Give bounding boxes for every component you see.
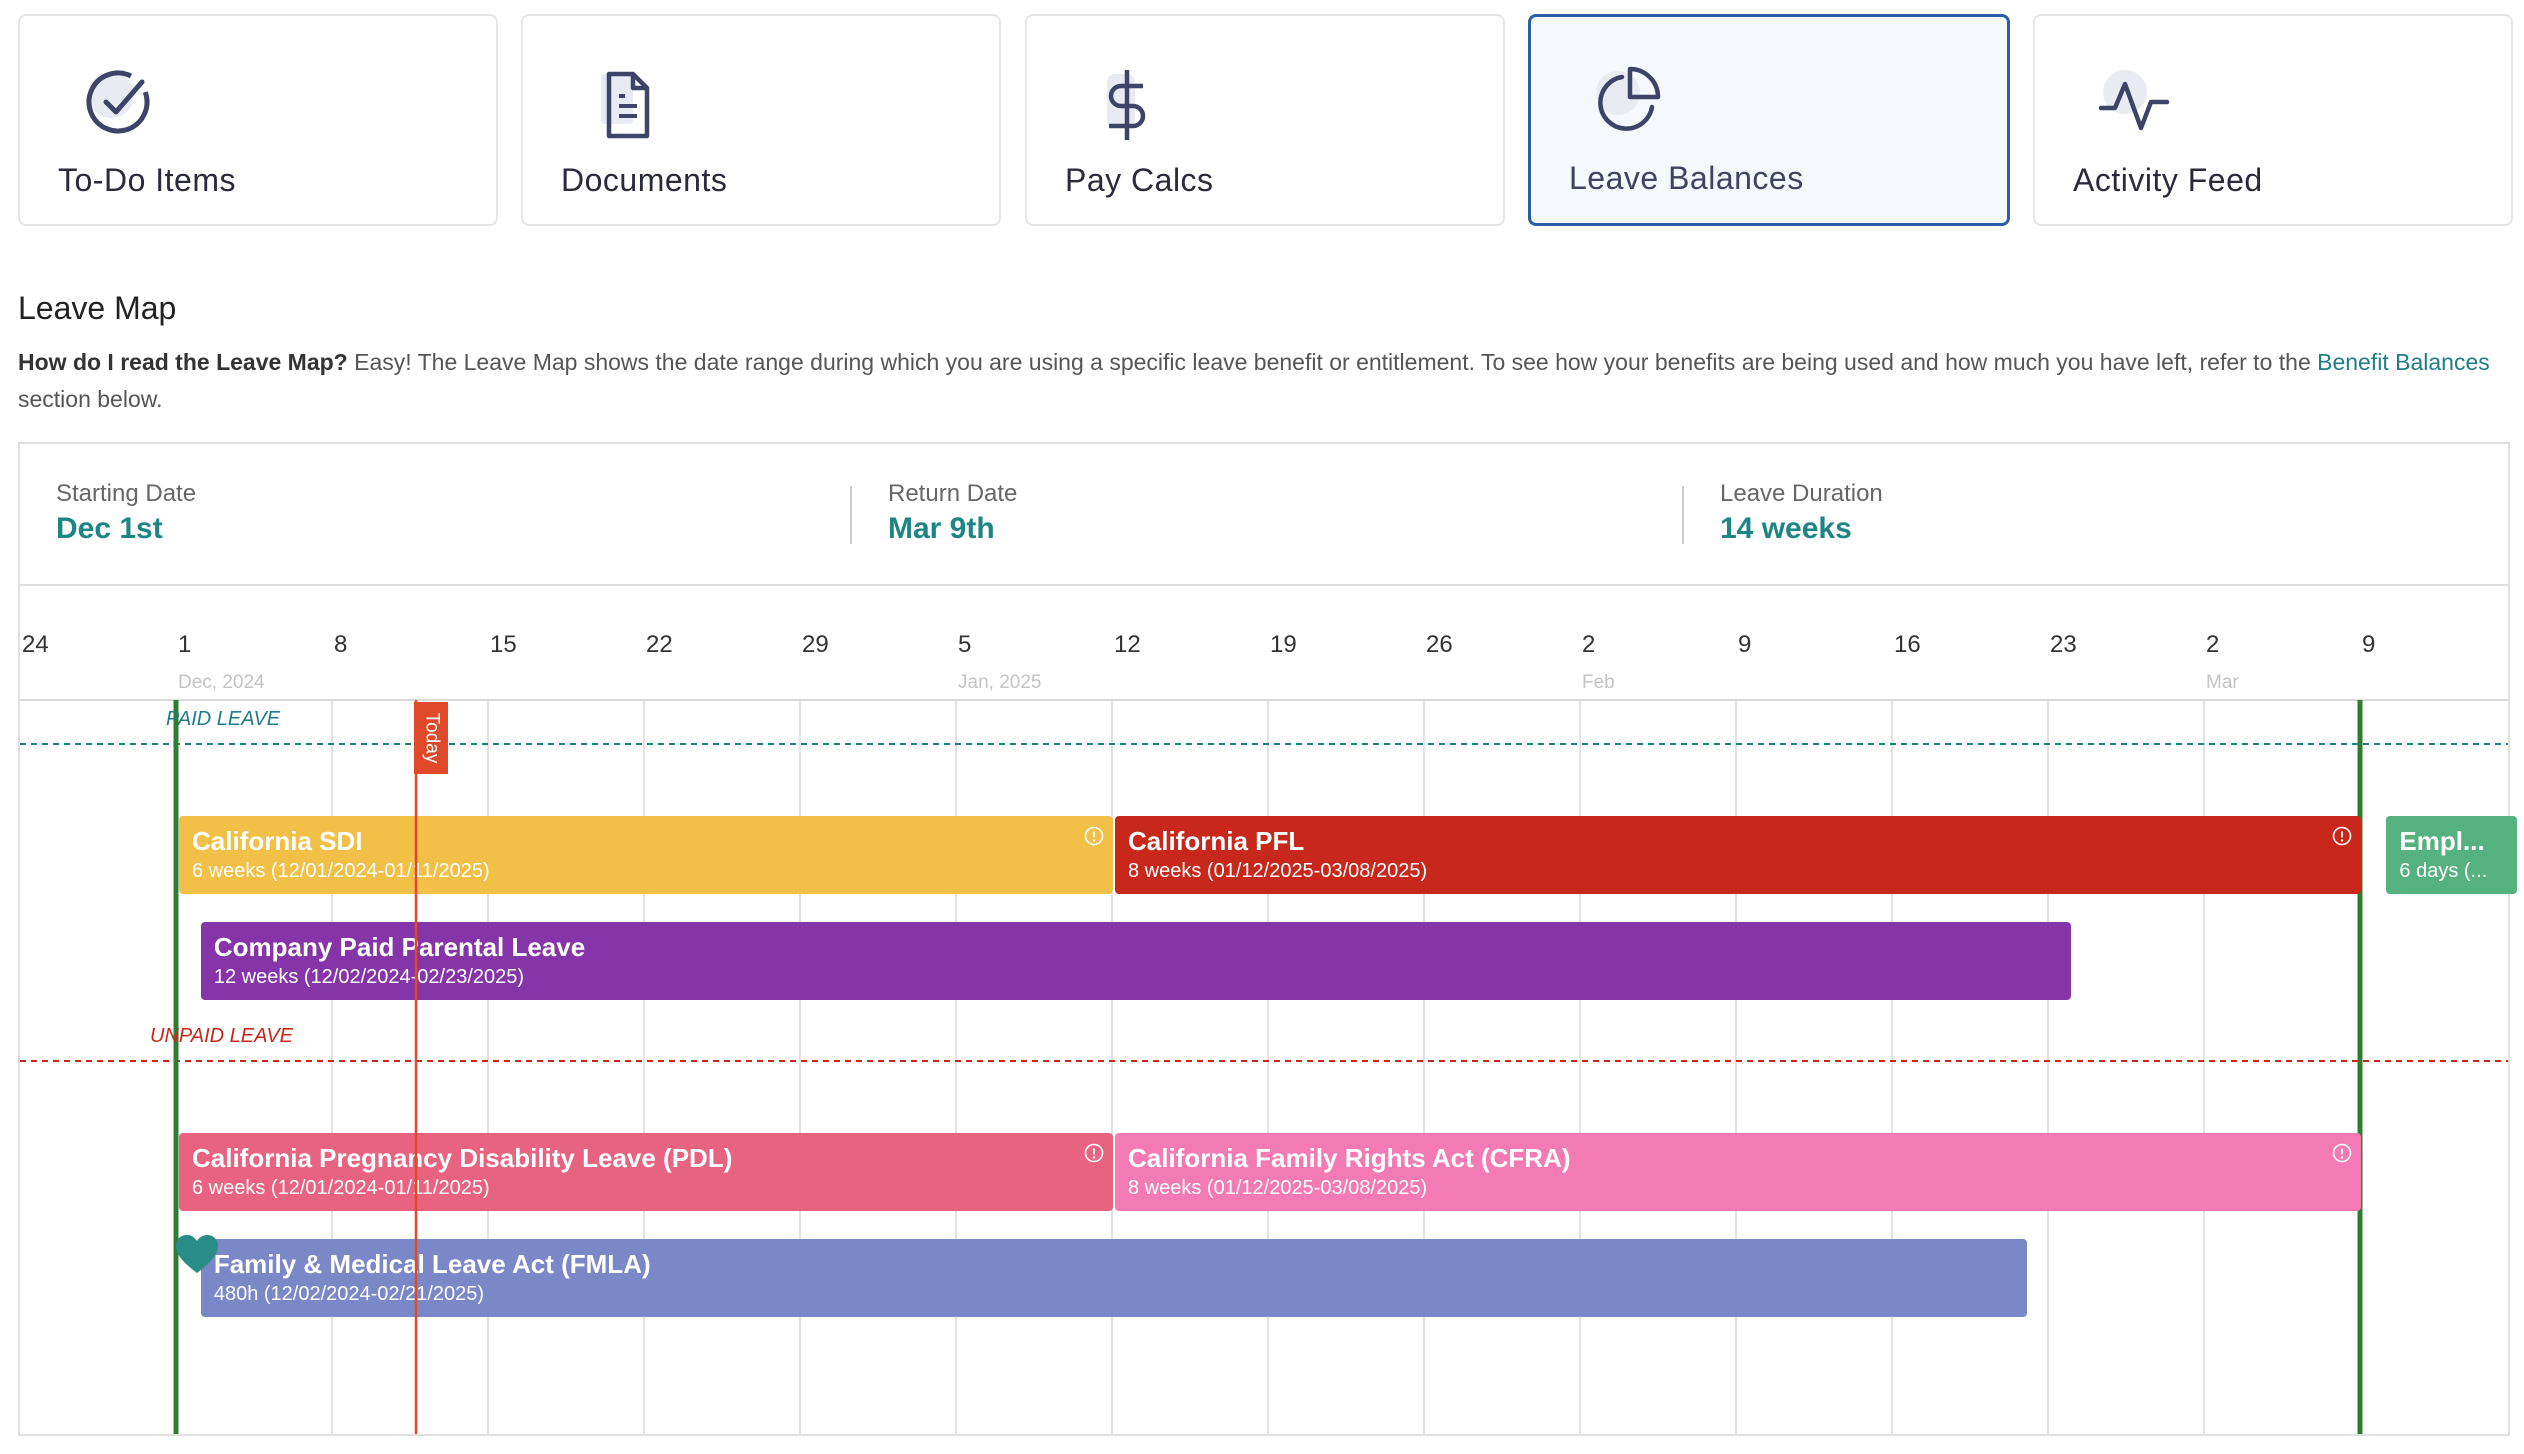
leave-bar[interactable]: California Family Rights Act (CFRA) 8 wee… <box>1115 1133 2361 1211</box>
month-label: Mar <box>2206 672 2239 693</box>
leave-bar[interactable]: Family & Medical Leave Act (FMLA) 480h (1… <box>200 1239 2028 1317</box>
leave-bar-title: California PFL <box>1128 826 1305 856</box>
leave-bar-dates: 480h (12/02/2024-02/21/2025) <box>213 1283 485 1305</box>
intro-text: Easy! The Leave Map shows the date range… <box>347 349 2318 375</box>
starting-date-value: Dec 1st <box>56 512 163 545</box>
info-icon[interactable] <box>1083 825 1105 847</box>
unpaid-leave-label: UNPAID LEAVE <box>150 1025 294 1047</box>
starting-date: Starting Date Dec 1st <box>56 480 196 546</box>
week-label: 16 <box>1894 631 1921 658</box>
week-label: 2 <box>1582 631 1595 658</box>
leave-bar-dates: 12 weeks (12/02/2024-02/23/2025) <box>213 966 525 988</box>
leave-bar[interactable]: Company Paid Parental Leave 12 weeks (12/… <box>200 922 2071 1000</box>
paid-leave-label: PAID LEAVE <box>166 708 281 730</box>
week-label: 23 <box>2050 631 2077 658</box>
intro-tail: section below. <box>18 386 163 412</box>
leave-bar[interactable]: Empl... 6 days (... <box>2386 816 2517 894</box>
tab-label: Pay Calcs <box>1065 162 1214 198</box>
heart-icon <box>176 1235 218 1273</box>
info-icon[interactable] <box>2331 1142 2353 1164</box>
tab-label: To-Do Items <box>58 162 236 198</box>
week-label: 2 <box>2206 631 2219 658</box>
leave-duration-label: Leave Duration <box>1720 480 1883 507</box>
today-marker: Today <box>414 702 448 774</box>
dollar-icon <box>1107 70 1146 140</box>
week-label: 5 <box>958 631 971 658</box>
leave-bar-title: California Family Rights Act (CFRA) <box>1128 1143 1571 1173</box>
activity-icon <box>2098 70 2170 131</box>
leave-bar-title: Family & Medical Leave Act (FMLA) <box>213 1249 651 1279</box>
section-title: Leave Map <box>18 290 177 326</box>
month-label: Jan, 2025 <box>958 672 1041 693</box>
tab-pay-calcs[interactable]: Pay Calcs <box>1025 14 1505 226</box>
return-date: Return Date Mar 9th <box>888 480 1017 546</box>
tab-label: Documents <box>561 162 728 198</box>
week-label: 24 <box>22 631 49 658</box>
month-label: Feb <box>1582 672 1615 693</box>
week-label: 19 <box>1270 631 1297 658</box>
leave-bar[interactable]: California Pregnancy Disability Leave (P… <box>179 1133 1113 1211</box>
week-label: 15 <box>490 631 517 658</box>
leave-duration: Leave Duration 14 weeks <box>1720 480 1883 546</box>
return-date-label: Return Date <box>888 480 1018 507</box>
week-label: 9 <box>1738 631 1751 658</box>
leave-bar[interactable]: California PFL 8 weeks (01/12/2025-03/08/… <box>1115 816 2361 894</box>
leave-bar-title: Company Paid Parental Leave <box>213 932 586 962</box>
tab-activity-feed[interactable]: Activity Feed <box>2033 14 2513 226</box>
week-label: 12 <box>1114 631 1141 658</box>
intro-question: How do I read the Leave Map? <box>18 349 348 375</box>
starting-date-label: Starting Date <box>56 480 197 507</box>
return-date-value: Mar 9th <box>888 512 995 545</box>
tab-label: Leave Balances <box>1569 160 1804 196</box>
leave-bar-dates: 6 days (... <box>2399 860 2488 882</box>
month-label: Dec, 2024 <box>178 672 265 693</box>
summary-separator <box>1682 486 1684 544</box>
leave-map-intro: How do I read the Leave Map? Easy! The L… <box>18 344 2508 418</box>
pie-chart-icon <box>1596 66 1661 131</box>
leave-bar-dates: 6 weeks (12/01/2024-01/11/2025) <box>192 1177 490 1199</box>
week-label: 9 <box>2362 631 2375 658</box>
leave-bar-title: Empl... <box>2399 826 2485 856</box>
leave-bar[interactable]: California SDI 6 weeks (12/01/2024-01/11/… <box>179 816 1113 894</box>
info-icon[interactable] <box>2331 825 2353 847</box>
leave-bar-dates: 8 weeks (01/12/2025-03/08/2025) <box>1128 1177 1428 1199</box>
tab-label: Activity Feed <box>2073 162 2263 198</box>
week-label: 1 <box>178 631 191 658</box>
leave-bar-dates: 8 weeks (01/12/2025-03/08/2025) <box>1128 860 1428 882</box>
tab-leave-balances[interactable]: Leave Balances <box>1528 14 2010 226</box>
tab-documents[interactable]: Documents <box>521 14 1001 226</box>
info-icon[interactable] <box>1083 1142 1105 1164</box>
week-label: 22 <box>646 631 673 658</box>
timeline: 24 1 8 15 22 29 5 12 19 26 2 9 16 23 2 9 Dec, 2024 Jan, 2… <box>20 444 2517 1434</box>
week-label: 8 <box>334 631 347 658</box>
today-label: Today <box>421 712 443 764</box>
benefit-balances-link[interactable]: Benefit Balances <box>2317 349 2490 375</box>
summary-divider <box>20 584 2508 586</box>
leave-duration-value: 14 weeks <box>1720 512 1852 545</box>
week-label: 29 <box>802 631 829 658</box>
summary-separator <box>850 486 852 544</box>
document-icon <box>601 71 650 139</box>
leave-bar-dates: 6 weeks (12/01/2024-01/11/2025) <box>192 860 490 882</box>
leave-map: Starting Date Dec 1st Return Date Mar 9t… <box>18 442 2517 1436</box>
week-label: 26 <box>1426 631 1453 658</box>
check-circle-icon <box>86 70 150 134</box>
leave-bar-title: California SDI <box>192 826 363 856</box>
leave-bar-title: California Pregnancy Disability Leave (P… <box>192 1143 733 1173</box>
tab-todo-items[interactable]: To-Do Items <box>18 14 498 226</box>
